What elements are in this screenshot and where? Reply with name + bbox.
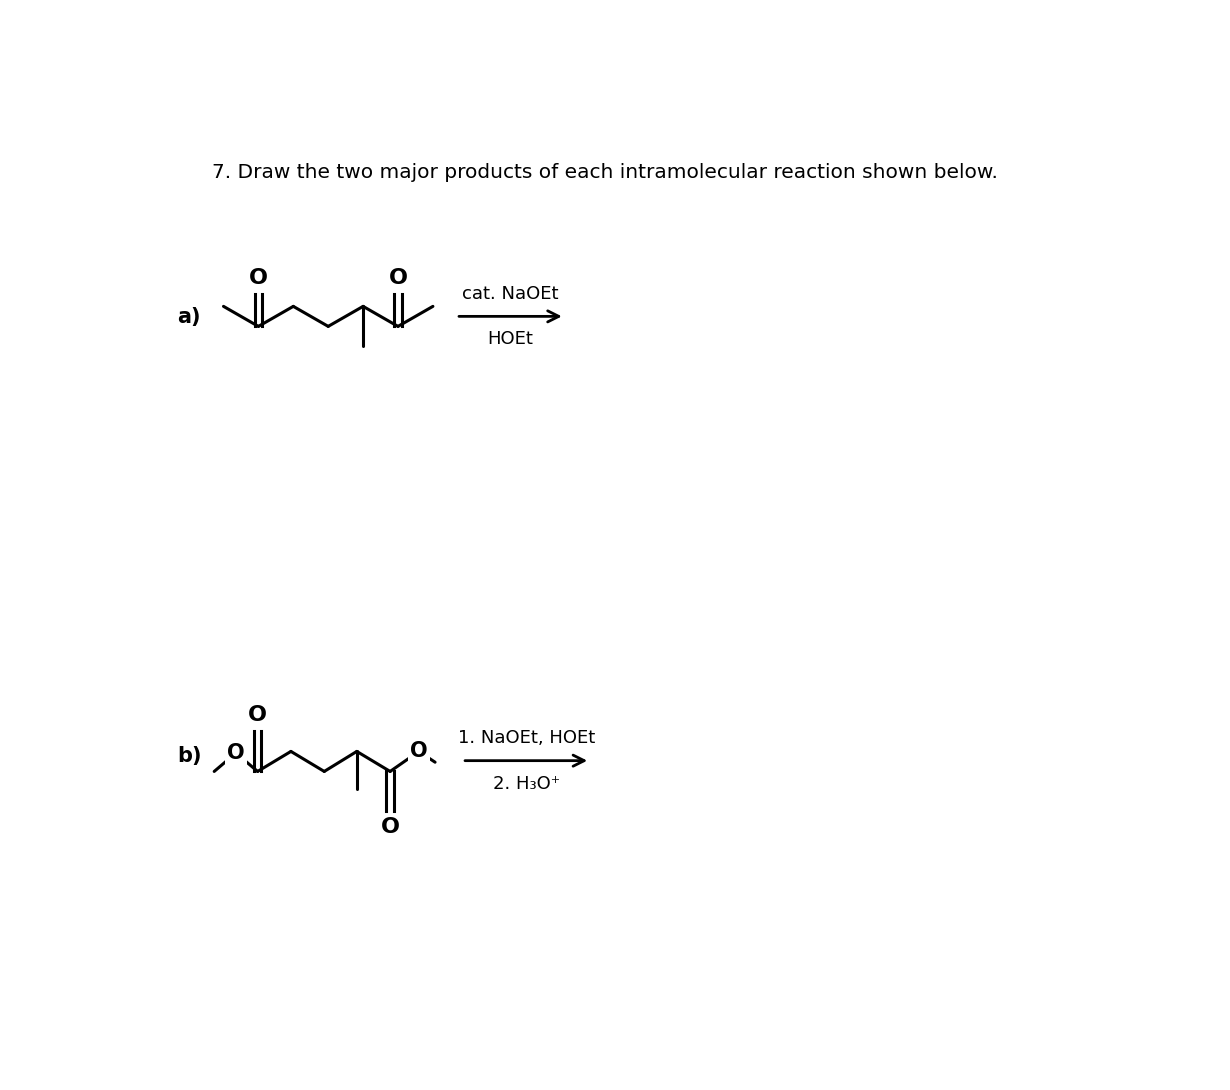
Text: O: O	[248, 268, 268, 288]
Text: HOEt: HOEt	[487, 330, 534, 348]
Text: O: O	[380, 816, 400, 837]
Text: 1. NaOEt, HOEt: 1. NaOEt, HOEt	[458, 729, 595, 747]
Text: O: O	[410, 741, 428, 762]
Text: b): b)	[177, 746, 202, 766]
Text: O: O	[228, 743, 245, 763]
Text: O: O	[248, 705, 267, 725]
Text: cat. NaOEt: cat. NaOEt	[462, 284, 558, 303]
Text: 7. Draw the two major products of each intramolecular reaction shown below.: 7. Draw the two major products of each i…	[212, 164, 998, 182]
Text: 2. H₃O⁺: 2. H₃O⁺	[492, 775, 560, 792]
Text: a): a)	[177, 307, 200, 327]
Text: O: O	[389, 268, 407, 288]
